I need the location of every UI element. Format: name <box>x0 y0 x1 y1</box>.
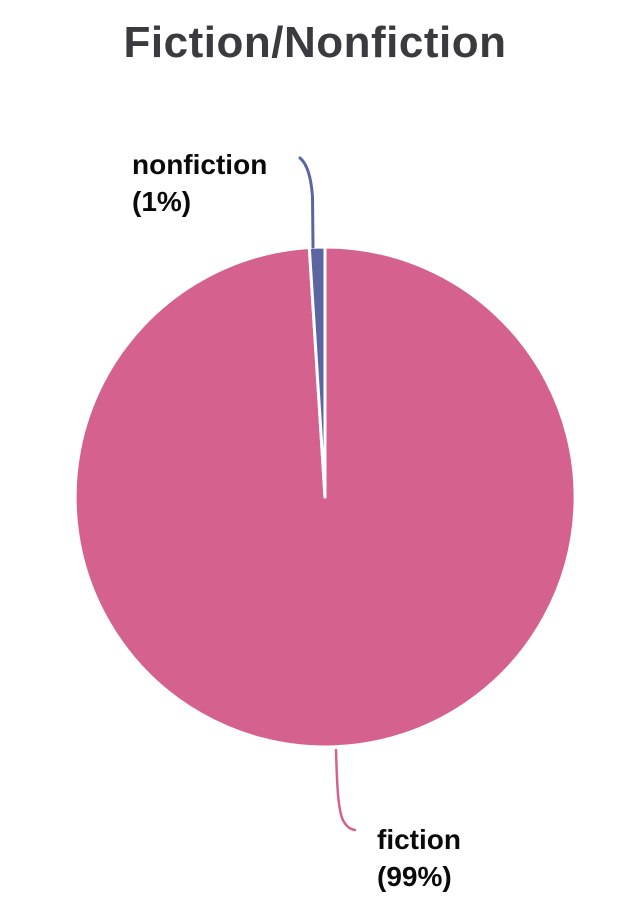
fiction-leader-line <box>334 748 357 832</box>
fiction-label-percent: (99%) <box>377 861 452 892</box>
chart-title: Fiction/Nonfiction <box>123 18 507 67</box>
nonfiction-label: nonfiction (1%) <box>132 146 267 220</box>
pie-slice-nonfiction <box>307 245 327 499</box>
fiction-label: fiction (99%) <box>377 821 461 895</box>
pie-slices <box>73 245 577 749</box>
nonfiction-label-percent: (1%) <box>132 186 192 217</box>
nonfiction-label-name: nonfiction <box>132 149 268 180</box>
fiction-label-name: fiction <box>377 824 461 855</box>
nonfiction-leader-line <box>298 156 315 249</box>
